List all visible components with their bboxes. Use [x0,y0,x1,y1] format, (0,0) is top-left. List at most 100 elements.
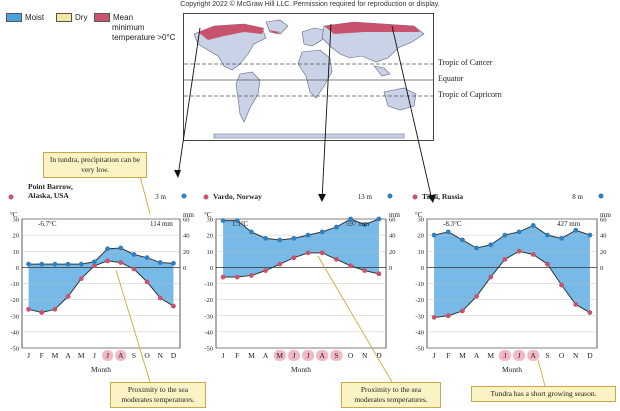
x-axis-title: Month [291,365,311,374]
station-title: Point Barrow, [28,182,73,191]
y-axis-unit: °C [10,211,18,219]
temperature-point [545,261,550,267]
legend-dry-label: Dry [75,13,88,22]
y-tick-label: -40 [204,329,213,336]
y-tick-label: -50 [204,346,213,353]
month-label: S [545,351,549,360]
y-tick-label: 20 [13,233,20,240]
y-tick-label: -20 [10,297,19,304]
month-label: J [27,351,30,360]
temperature-point [474,294,479,299]
y-tick-label: 0 [421,265,424,272]
y-tick-label: 0 [210,265,213,272]
mean-temperature: 1.1°C [232,220,249,228]
map-pointers [174,23,436,203]
station-elevation: 8 m [572,193,583,201]
station-elevation: 3 m [155,193,166,201]
growing-season-highlight [498,350,511,361]
map-africa [297,49,333,99]
temperature-point [348,263,353,269]
month-label: N [573,351,579,360]
month-label: O [559,351,565,360]
month-label: D [587,351,593,360]
month-label: J [518,351,521,360]
precipitation-point [92,259,97,265]
temperature-point [376,271,382,277]
world-map [183,13,434,141]
precipitation-point [376,216,382,222]
temperature-point [171,303,176,309]
month-label: S [132,351,136,360]
month-label: J [503,351,506,360]
temperature-point [131,266,137,272]
precipitation-point [460,237,465,243]
legend-mean-label-1: Mean [113,13,134,22]
copyright-notice: Copyright 2022 © McGraw Hill LLC. Permis… [180,1,440,8]
y-axis-unit: °C [204,211,212,219]
station-title: Tiksi, Russia [422,192,463,201]
growing-season-highlight [513,350,526,361]
precipitation-point [319,229,325,235]
leader-tundra [139,175,151,215]
month-label: N [158,351,164,360]
temperature-point [220,274,226,280]
moist-area [223,219,379,278]
legend-dry-swatch [56,13,72,23]
y-tick-label: 30 [418,217,425,224]
precipitation-point [573,227,579,233]
growing-season-highlight [287,350,300,361]
month-label: J [93,351,96,360]
precipitation-point [65,261,71,267]
temperature-point [144,279,150,285]
y-tick-label: -20 [415,297,424,304]
growing-season-highlight [316,350,329,361]
month-label: F [235,351,239,360]
precipitation-point [362,222,368,228]
temperature-point [445,313,451,319]
pointer-vardo [321,23,332,201]
month-label: M [487,351,494,360]
y-tick-label: -50 [10,346,19,353]
precipitation-point [431,232,437,238]
y-tick-label: -30 [10,313,19,320]
precipitation-point [131,252,137,257]
precipitation-point [474,245,479,251]
map-tundra-america [198,24,264,40]
month-label: M [459,351,466,360]
precipitation-point [118,245,124,251]
callout-proximity-2: Proximity to the sea moderates temperatu… [341,382,441,408]
temperature-point [105,258,110,264]
y-tick-label: -30 [415,313,424,320]
temperature-line [434,250,591,318]
month-label: D [376,351,382,360]
precipitation-point [545,232,550,238]
annual-precipitation: 427 mm [557,220,581,228]
y-tick-label: -20 [204,297,213,304]
y-tick-label: 10 [207,249,214,256]
y2-tick-label: 60 [183,217,190,224]
temperature-point [234,274,240,280]
precipitation-point [26,261,31,267]
temperature-point [39,310,45,315]
precipitation-line [433,224,591,249]
station-title: Vardo, Norway [213,192,262,201]
label-tropic-capricorn: Tropic of Capricorn [438,90,502,99]
month-label: J [307,351,310,360]
callout-growing-season: Tundra has a short growing season. [471,386,616,402]
x-axis-title: Month [91,365,111,374]
temperature-point [488,274,494,280]
precipitation-point [445,229,451,235]
precip-marker [387,193,393,199]
label-equator: Equator [438,74,464,83]
pointer-arrow-vardo [318,194,326,202]
y2-tick-label: 40 [600,233,607,240]
annual-precipitation: 597 mm [346,220,370,228]
y2-tick-label: 0 [600,265,603,272]
y-tick-label: -40 [10,329,19,336]
pointer-arrow-barrow [174,170,181,178]
world-map-svg [184,19,433,139]
map-tundra-asia [324,22,420,34]
legend-moist-label: Moist [25,13,45,22]
